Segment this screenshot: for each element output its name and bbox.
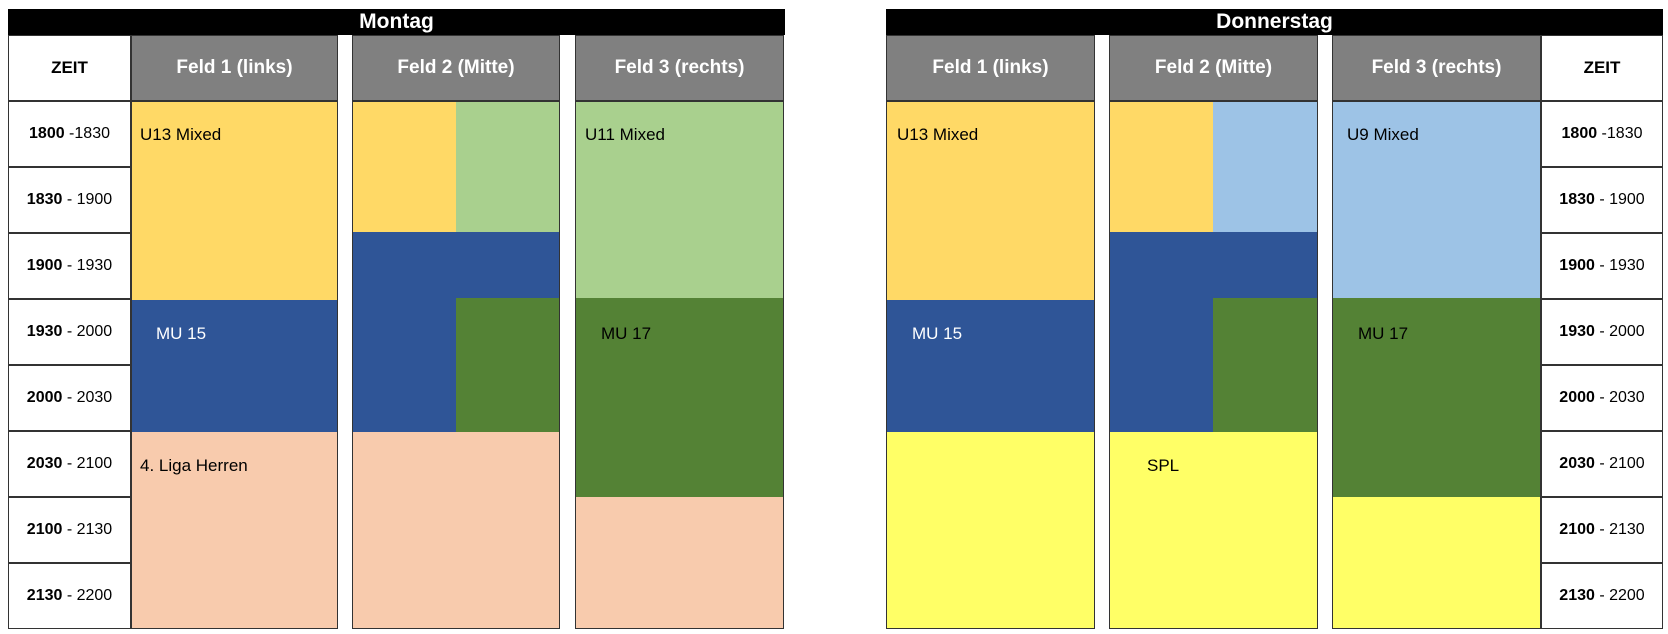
block-mu17 [456, 298, 559, 432]
block-u11-mixed [576, 102, 783, 298]
field-header-montag-3: Feld 3 (rechts) [575, 35, 784, 101]
block-u13-mixed [353, 102, 456, 232]
block-spl [1333, 497, 1540, 628]
time-row-donnerstag: 2030 - 2100 [1541, 431, 1663, 497]
label-mu17: MU 17 [601, 324, 652, 343]
block-mu17 [1333, 298, 1540, 497]
field-header-donnerstag-1: Feld 1 (links) [886, 35, 1095, 101]
label-4-liga-herren: 4. Liga Herren [140, 456, 248, 475]
label-u9-mixed: U9 Mixed [1347, 125, 1419, 144]
zeit-header-donnerstag: ZEIT [1541, 35, 1663, 101]
block-u9-mixed [1333, 102, 1540, 298]
time-row-montag: 2100 - 2130 [8, 497, 131, 563]
block-mu15 [353, 232, 559, 298]
field-header-montag-2: Feld 2 (Mitte) [352, 35, 560, 101]
time-row-donnerstag: 1830 - 1900 [1541, 167, 1663, 233]
block-mu15 [1110, 298, 1213, 432]
time-row-donnerstag: 2130 - 2200 [1541, 563, 1663, 629]
block-u9-mixed [1213, 102, 1317, 232]
field-column-donnerstag-3: U9 Mixed MU 17 [1332, 101, 1541, 629]
time-row-montag: 1800 -1830 [8, 101, 131, 167]
field-header-donnerstag-2: Feld 2 (Mitte) [1109, 35, 1318, 101]
time-row-donnerstag: 2100 - 2130 [1541, 497, 1663, 563]
block-u13-mixed [1110, 102, 1213, 232]
time-row-montag: 1900 - 1930 [8, 233, 131, 299]
time-row-montag: 2130 - 2200 [8, 563, 131, 629]
field-column-montag-3: U11 Mixed MU 17 [575, 101, 784, 629]
block-u11-mixed [456, 102, 559, 232]
block-mu17 [1213, 298, 1317, 432]
time-row-montag: 2000 - 2030 [8, 365, 131, 431]
zeit-header-montag: ZEIT [8, 35, 131, 101]
label-u13-mixed: U13 Mixed [897, 125, 979, 144]
label-mu15: MU 15 [156, 324, 207, 343]
field-column-donnerstag-1: U13 Mixed MU 15 [886, 101, 1095, 629]
field-column-montag-1: U13 Mixed MU 15 4. Liga Herren [131, 101, 338, 629]
label-mu17: MU 17 [1358, 324, 1409, 343]
label-u11-mixed: U11 Mixed [585, 125, 665, 144]
field-column-donnerstag-2: SPL [1109, 101, 1318, 629]
day-header-donnerstag: Donnerstag [886, 9, 1663, 35]
time-row-montag: 2030 - 2100 [8, 431, 131, 497]
block-mu15 [353, 298, 456, 432]
day-header-montag: Montag [8, 9, 785, 35]
time-row-donnerstag: 1800 -1830 [1541, 101, 1663, 167]
block-spl [1110, 432, 1317, 628]
time-row-donnerstag: 1900 - 1930 [1541, 233, 1663, 299]
block-spl [887, 432, 1094, 628]
block-4-liga-herren [576, 497, 783, 628]
block-mu15 [132, 300, 337, 432]
field-header-montag-1: Feld 1 (links) [131, 35, 338, 101]
time-row-montag: 1930 - 2000 [8, 299, 131, 365]
block-u13-mixed [132, 102, 337, 300]
field-header-donnerstag-3: Feld 3 (rechts) [1332, 35, 1541, 101]
time-row-donnerstag: 2000 - 2030 [1541, 365, 1663, 431]
block-mu15 [1110, 232, 1317, 298]
time-row-montag: 1830 - 1900 [8, 167, 131, 233]
time-row-donnerstag: 1930 - 2000 [1541, 299, 1663, 365]
block-4-liga-herren [353, 432, 559, 628]
block-u13-mixed [887, 102, 1094, 300]
label-u13-mixed: U13 Mixed [140, 125, 222, 144]
block-mu17 [576, 298, 783, 497]
label-spl: SPL [1147, 456, 1180, 475]
block-4-liga-herren [132, 432, 337, 628]
block-mu15 [887, 300, 1094, 432]
label-mu15: MU 15 [912, 324, 963, 343]
field-column-montag-2 [352, 101, 560, 629]
